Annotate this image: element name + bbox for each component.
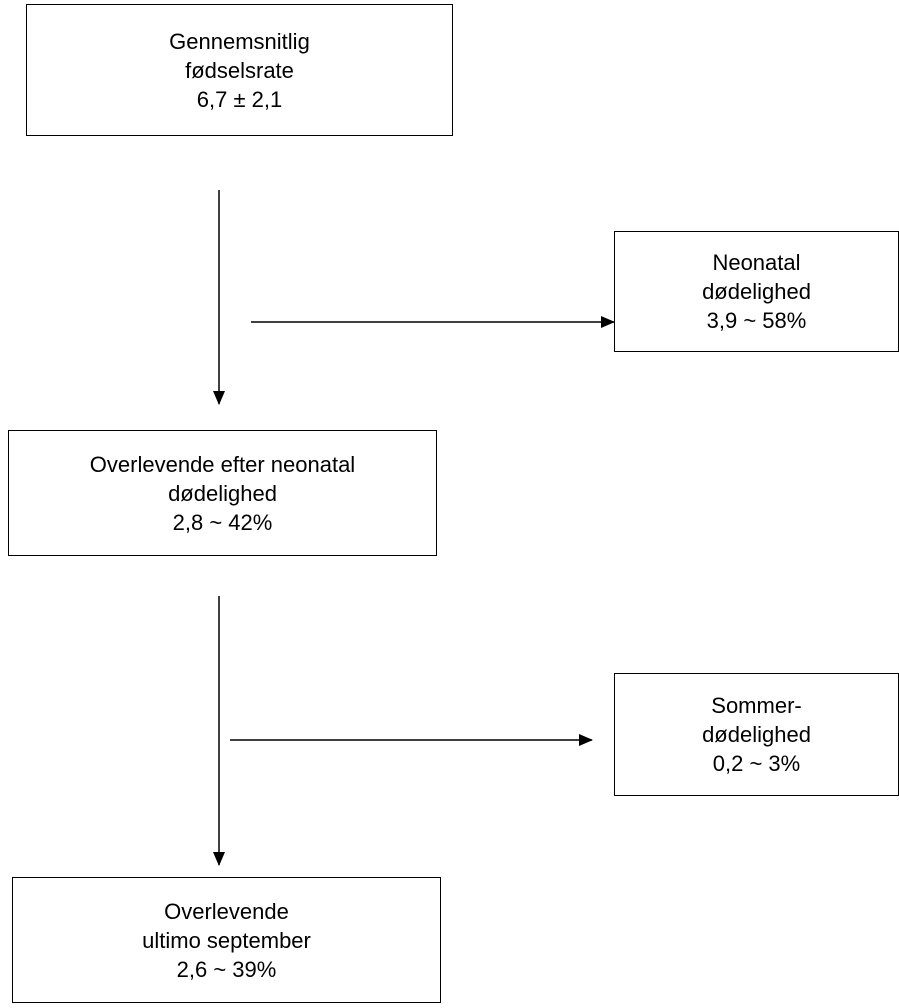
birth-rate-value: 6,7 ± 2,1: [196, 86, 283, 112]
summer-mortality-box: Sommer- dødelighed 0,2 ~ 3%: [614, 673, 899, 796]
neonatal-mortality-line1: Neonatal: [712, 250, 801, 275]
summer-mortality-line2: dødelighed: [702, 722, 811, 747]
birth-rate-box: Gennemsnitlig fødselsrate 6,7 ± 2,1: [26, 4, 453, 136]
summer-mortality-value: 0,2 ~ 3%: [712, 751, 801, 776]
survivors-after-neonatal-value: 2,8 ~ 42%: [172, 509, 273, 535]
birth-rate-line2: fødselsrate: [185, 57, 294, 83]
birth-rate-line1: Gennemsnitlig: [169, 28, 310, 54]
survivors-end-september-box: Overlevende ultimo september 2,6 ~ 39%: [12, 877, 441, 1003]
neonatal-mortality-line2: dødelighed: [702, 279, 811, 304]
summer-mortality-line1: Sommer-: [711, 693, 802, 718]
survivors-end-september-value: 2,6 ~ 39%: [176, 956, 277, 982]
neonatal-mortality-value: 3,9 ~ 58%: [706, 308, 807, 333]
neonatal-mortality-box: Neonatal dødelighed 3,9 ~ 58%: [614, 231, 899, 352]
survivors-end-september-line2: ultimo september: [142, 927, 311, 953]
survivors-after-neonatal-line2: dødelighed: [168, 480, 277, 506]
survivors-after-neonatal-line1: Overlevende efter neonatal: [89, 451, 356, 477]
survivors-after-neonatal-box: Overlevende efter neonatal dødelighed 2,…: [8, 430, 437, 556]
survivors-end-september-line1: Overlevende: [164, 898, 289, 924]
